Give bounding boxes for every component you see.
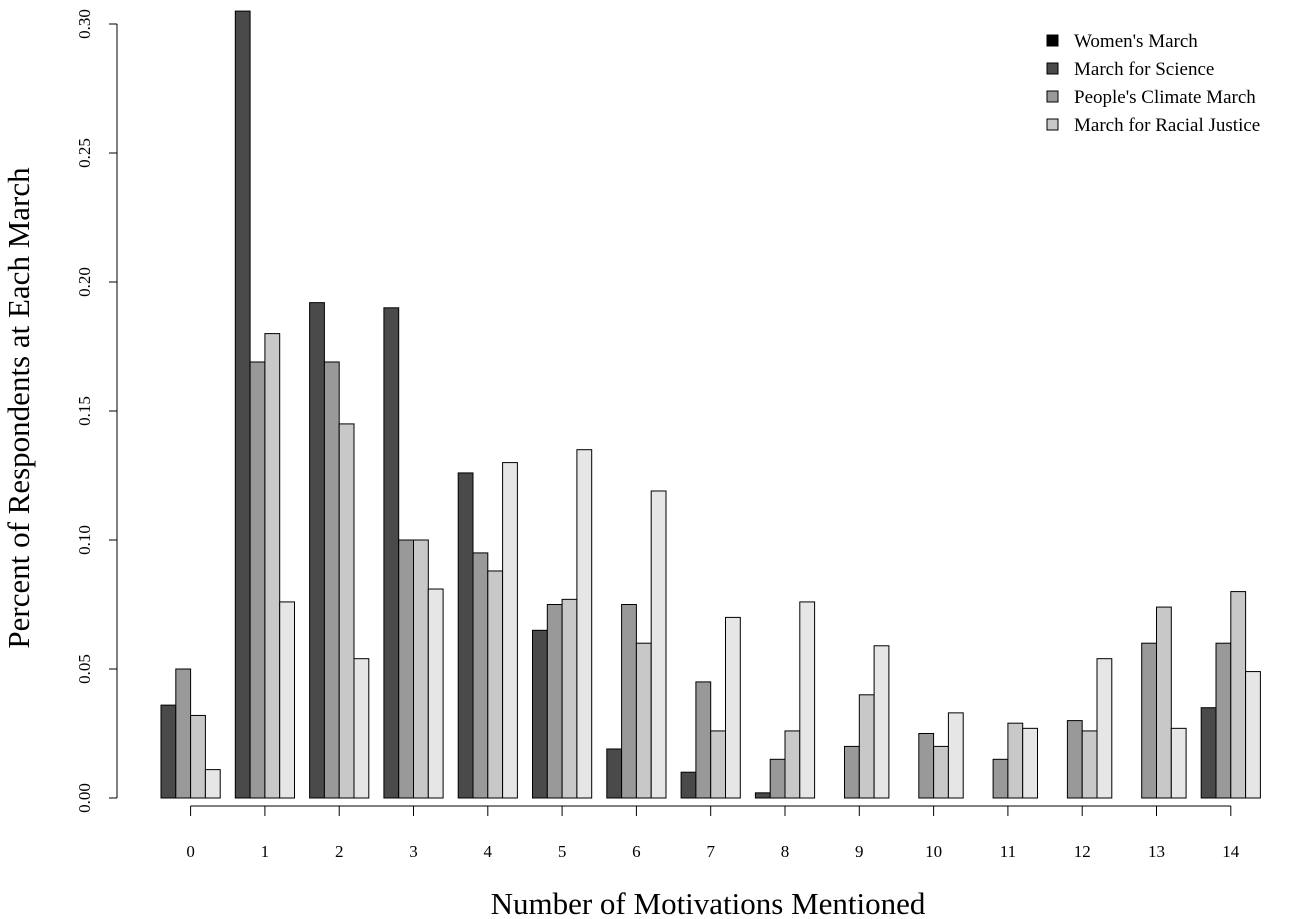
legend-label: Women's March <box>1074 31 1198 52</box>
y-tick-label: 0.00 <box>75 783 94 813</box>
bar <box>1170 727 1187 799</box>
bar <box>160 704 177 799</box>
bar <box>1007 722 1024 799</box>
bar <box>1141 642 1157 799</box>
x-axis-title: Number of Motivations Mentioned <box>491 886 926 919</box>
bar <box>353 658 370 799</box>
x-tick-label: 9 <box>855 842 864 861</box>
x-tick-label: 3 <box>409 842 418 861</box>
bar <box>487 570 504 799</box>
bar <box>1215 642 1232 799</box>
bar <box>754 792 771 799</box>
bar <box>844 745 860 799</box>
bar <box>947 712 964 799</box>
bar <box>234 10 251 799</box>
bar <box>279 601 296 799</box>
legend-swatch <box>1046 118 1059 131</box>
bar <box>680 771 697 799</box>
bar <box>502 462 518 799</box>
y-tick-label: 0.20 <box>75 267 94 297</box>
bar <box>532 629 548 799</box>
bar <box>710 730 727 799</box>
bar <box>309 302 325 799</box>
bar <box>799 601 816 799</box>
bar <box>918 733 935 799</box>
bar <box>338 423 355 799</box>
x-tick-label: 14 <box>1222 842 1240 861</box>
x-tick-label: 12 <box>1074 842 1091 861</box>
bar <box>457 472 474 799</box>
bar <box>190 714 206 799</box>
bar <box>264 333 281 799</box>
y-tick-label: 0.30 <box>75 9 94 39</box>
bar <box>1156 606 1172 799</box>
bar <box>873 645 890 799</box>
x-tick-label: 7 <box>706 842 715 861</box>
x-axis: 0 1 2 3 4 5 6 7 8 9 10 11 12 13 14 <box>186 805 1240 861</box>
bar <box>1200 707 1217 799</box>
y-axis-title: Percent of Respondents at Each March <box>1 167 36 649</box>
bar <box>621 604 637 799</box>
x-tick-label: 11 <box>1000 842 1016 861</box>
bar <box>695 681 712 799</box>
y-tick-label: 0.10 <box>75 525 94 555</box>
y-tick-label: 0.15 <box>75 396 94 426</box>
bars-group <box>160 10 1261 799</box>
bar <box>784 730 801 799</box>
legend-swatch <box>1046 34 1059 47</box>
bar <box>323 361 340 799</box>
bar <box>1230 591 1247 799</box>
legend-label: March for Racial Justice <box>1074 115 1260 136</box>
bar <box>725 616 741 799</box>
bar <box>398 539 415 799</box>
bar <box>249 361 266 799</box>
legend-label: March for Science <box>1074 59 1214 80</box>
bar <box>635 642 652 799</box>
bar <box>769 758 786 799</box>
x-tick-label: 10 <box>925 842 942 861</box>
bar <box>561 598 578 799</box>
legend-swatch <box>1046 90 1059 103</box>
x-tick-label: 6 <box>632 842 641 861</box>
y-tick-label: 0.25 <box>75 138 94 168</box>
bar <box>992 758 1009 799</box>
bar <box>858 694 875 799</box>
legend-label: People's Climate March <box>1074 87 1256 108</box>
bar <box>383 307 400 799</box>
bar <box>650 490 667 799</box>
legend-swatch <box>1046 62 1059 75</box>
bar <box>933 745 949 799</box>
x-tick-label: 2 <box>335 842 344 861</box>
bar <box>427 588 444 799</box>
bar <box>1066 720 1083 799</box>
x-tick-label: 5 <box>558 842 567 861</box>
bar <box>1096 658 1113 799</box>
bar <box>472 552 489 799</box>
bar <box>1081 730 1098 799</box>
bar <box>175 668 192 799</box>
x-tick-label: 13 <box>1148 842 1165 861</box>
bar <box>1022 727 1039 799</box>
y-tick-label: 0.05 <box>75 654 94 684</box>
x-tick-label: 1 <box>261 842 270 861</box>
bar <box>204 769 221 799</box>
x-tick-label: 4 <box>484 842 493 861</box>
x-tick-label: 8 <box>781 842 790 861</box>
bar <box>606 748 623 799</box>
x-tick-label: 0 <box>186 842 195 861</box>
bar <box>546 604 563 799</box>
bar <box>1245 671 1261 799</box>
bar <box>576 449 593 799</box>
bar <box>413 539 429 799</box>
legend: Women's March March for Science People's C… <box>1046 31 1260 136</box>
y-axis: 0.00 0.05 0.10 0.15 0.20 0.25 0.30 <box>75 9 118 813</box>
